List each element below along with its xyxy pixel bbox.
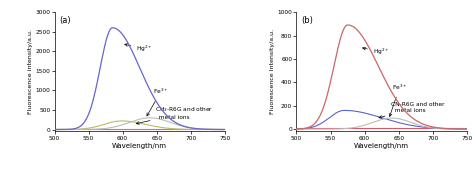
Text: CN-R6G and other
  metal ions: CN-R6G and other metal ions xyxy=(379,102,444,118)
Y-axis label: Fluorescence intensity/a.u.: Fluorescence intensity/a.u. xyxy=(27,29,33,114)
Text: Hg$^{2+}$: Hg$^{2+}$ xyxy=(125,44,153,54)
X-axis label: Wavelength/nm: Wavelength/nm xyxy=(112,143,167,149)
Text: Fe$^{3+}$: Fe$^{3+}$ xyxy=(147,86,169,116)
Text: (b): (b) xyxy=(301,16,313,25)
Y-axis label: Fluorescence Intensity/a.u.: Fluorescence Intensity/a.u. xyxy=(270,29,274,114)
Text: Fe$^{3+}$: Fe$^{3+}$ xyxy=(389,82,407,116)
Text: (a): (a) xyxy=(60,16,71,25)
Text: CH$_3$-R6G and other
  metal ions: CH$_3$-R6G and other metal ions xyxy=(137,105,214,124)
X-axis label: Wavelength/nm: Wavelength/nm xyxy=(354,143,409,149)
Text: Hg$^{2+}$: Hg$^{2+}$ xyxy=(363,47,390,57)
